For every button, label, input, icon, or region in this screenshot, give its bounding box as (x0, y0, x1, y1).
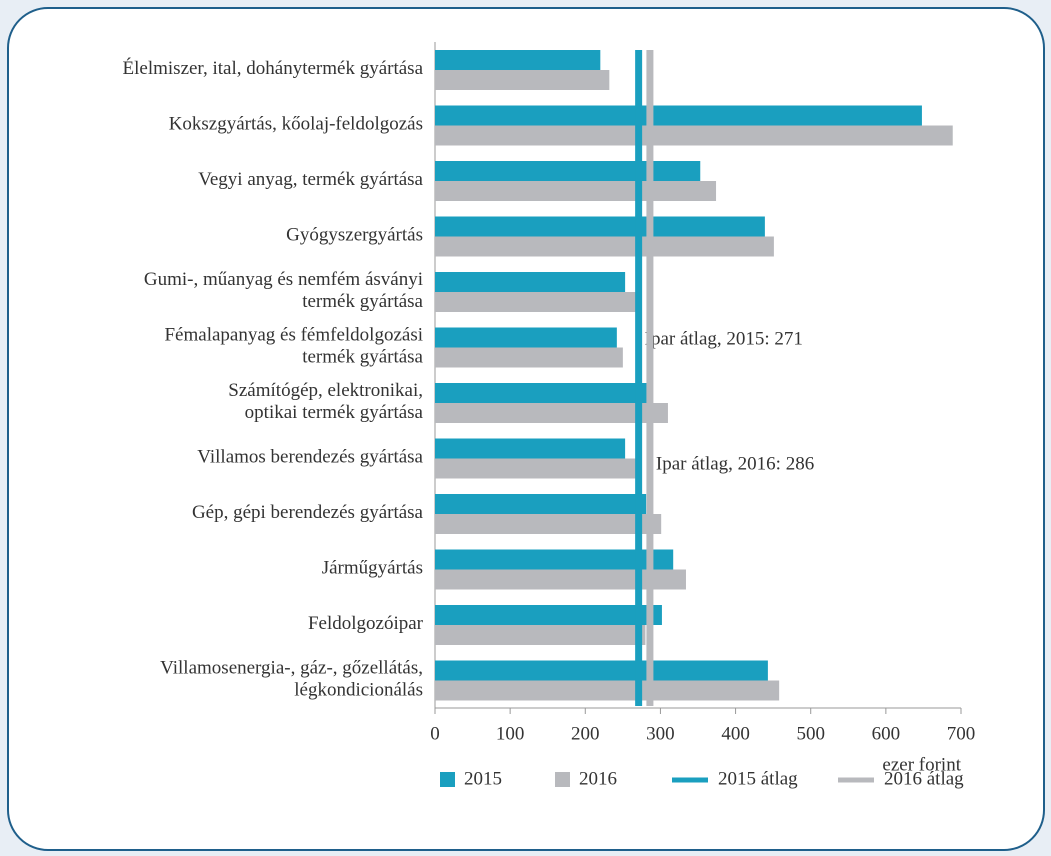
bar (435, 438, 626, 459)
x-tick-label: 200 (571, 723, 600, 744)
y-tick-label: Járműgyártás (322, 558, 423, 579)
bar (435, 569, 686, 590)
bar (435, 125, 953, 146)
x-axis-label: ezer forint (882, 754, 961, 775)
x-tick-label: 100 (496, 723, 525, 744)
bar (435, 105, 922, 126)
y-tick-label: Kokszgyártás, kőolaj-feldolgozás (169, 114, 423, 135)
bar (435, 347, 623, 368)
y-tick-label: Élelmiszer, ital, dohánytermék gyártása (123, 57, 424, 79)
bar (435, 216, 765, 237)
annotation: Ipar átlag, 2015: 271 (645, 328, 803, 349)
x-tick-label: 400 (721, 723, 750, 744)
y-tick-label: Villamos berendezés gyártása (197, 447, 423, 468)
x-tick-label: 600 (872, 723, 901, 744)
y-tick-label: Villamosenergia-, gáz-, gőzellátás, légko… (160, 658, 423, 701)
bar (435, 236, 774, 257)
bar (435, 514, 662, 534)
bar (435, 403, 668, 423)
bar (435, 161, 701, 181)
x-tick-label: 300 (646, 723, 675, 744)
legend-swatch (555, 772, 570, 787)
bar (435, 605, 662, 625)
y-tick-label: Számítógép, elektronikai, optikai termék … (228, 380, 423, 423)
bar (435, 625, 646, 645)
x-tick-label: 0 (430, 723, 440, 744)
legend-label: 2016 (579, 768, 617, 789)
bar (435, 458, 636, 479)
y-tick-label: Gyógyszergyártás (286, 225, 423, 246)
x-tick-label: 500 (796, 723, 825, 744)
x-tick-label: 700 (947, 723, 976, 744)
y-tick-label: Gép, gépi berendezés gyártása (192, 502, 424, 523)
y-tick-label: Feldolgozóipar (308, 613, 424, 634)
legend-label: 2015 (464, 768, 502, 789)
bar (435, 292, 636, 312)
bar (435, 272, 626, 292)
bar (435, 181, 717, 201)
legend-swatch (440, 772, 455, 787)
bar (435, 680, 780, 701)
y-tick-label: Fémalapanyag és fémfeldolgozási termék gy… (164, 325, 423, 368)
legend-label: 2016 átlag (884, 768, 964, 789)
y-tick-label: Vegyi anyag, termék gyártása (198, 169, 423, 190)
bar (435, 383, 648, 403)
annotation: Ipar átlag, 2016: 286 (656, 453, 814, 474)
legend-label: 2015 átlag (718, 768, 798, 789)
y-tick-label: Gumi-, műanyag és nemfém ásványi termék g… (144, 269, 424, 312)
bar (435, 494, 647, 514)
bar (435, 549, 674, 570)
bar (435, 50, 601, 70)
bar (435, 327, 617, 348)
bar (435, 660, 768, 681)
bar (435, 70, 610, 90)
frame (7, 7, 1045, 851)
